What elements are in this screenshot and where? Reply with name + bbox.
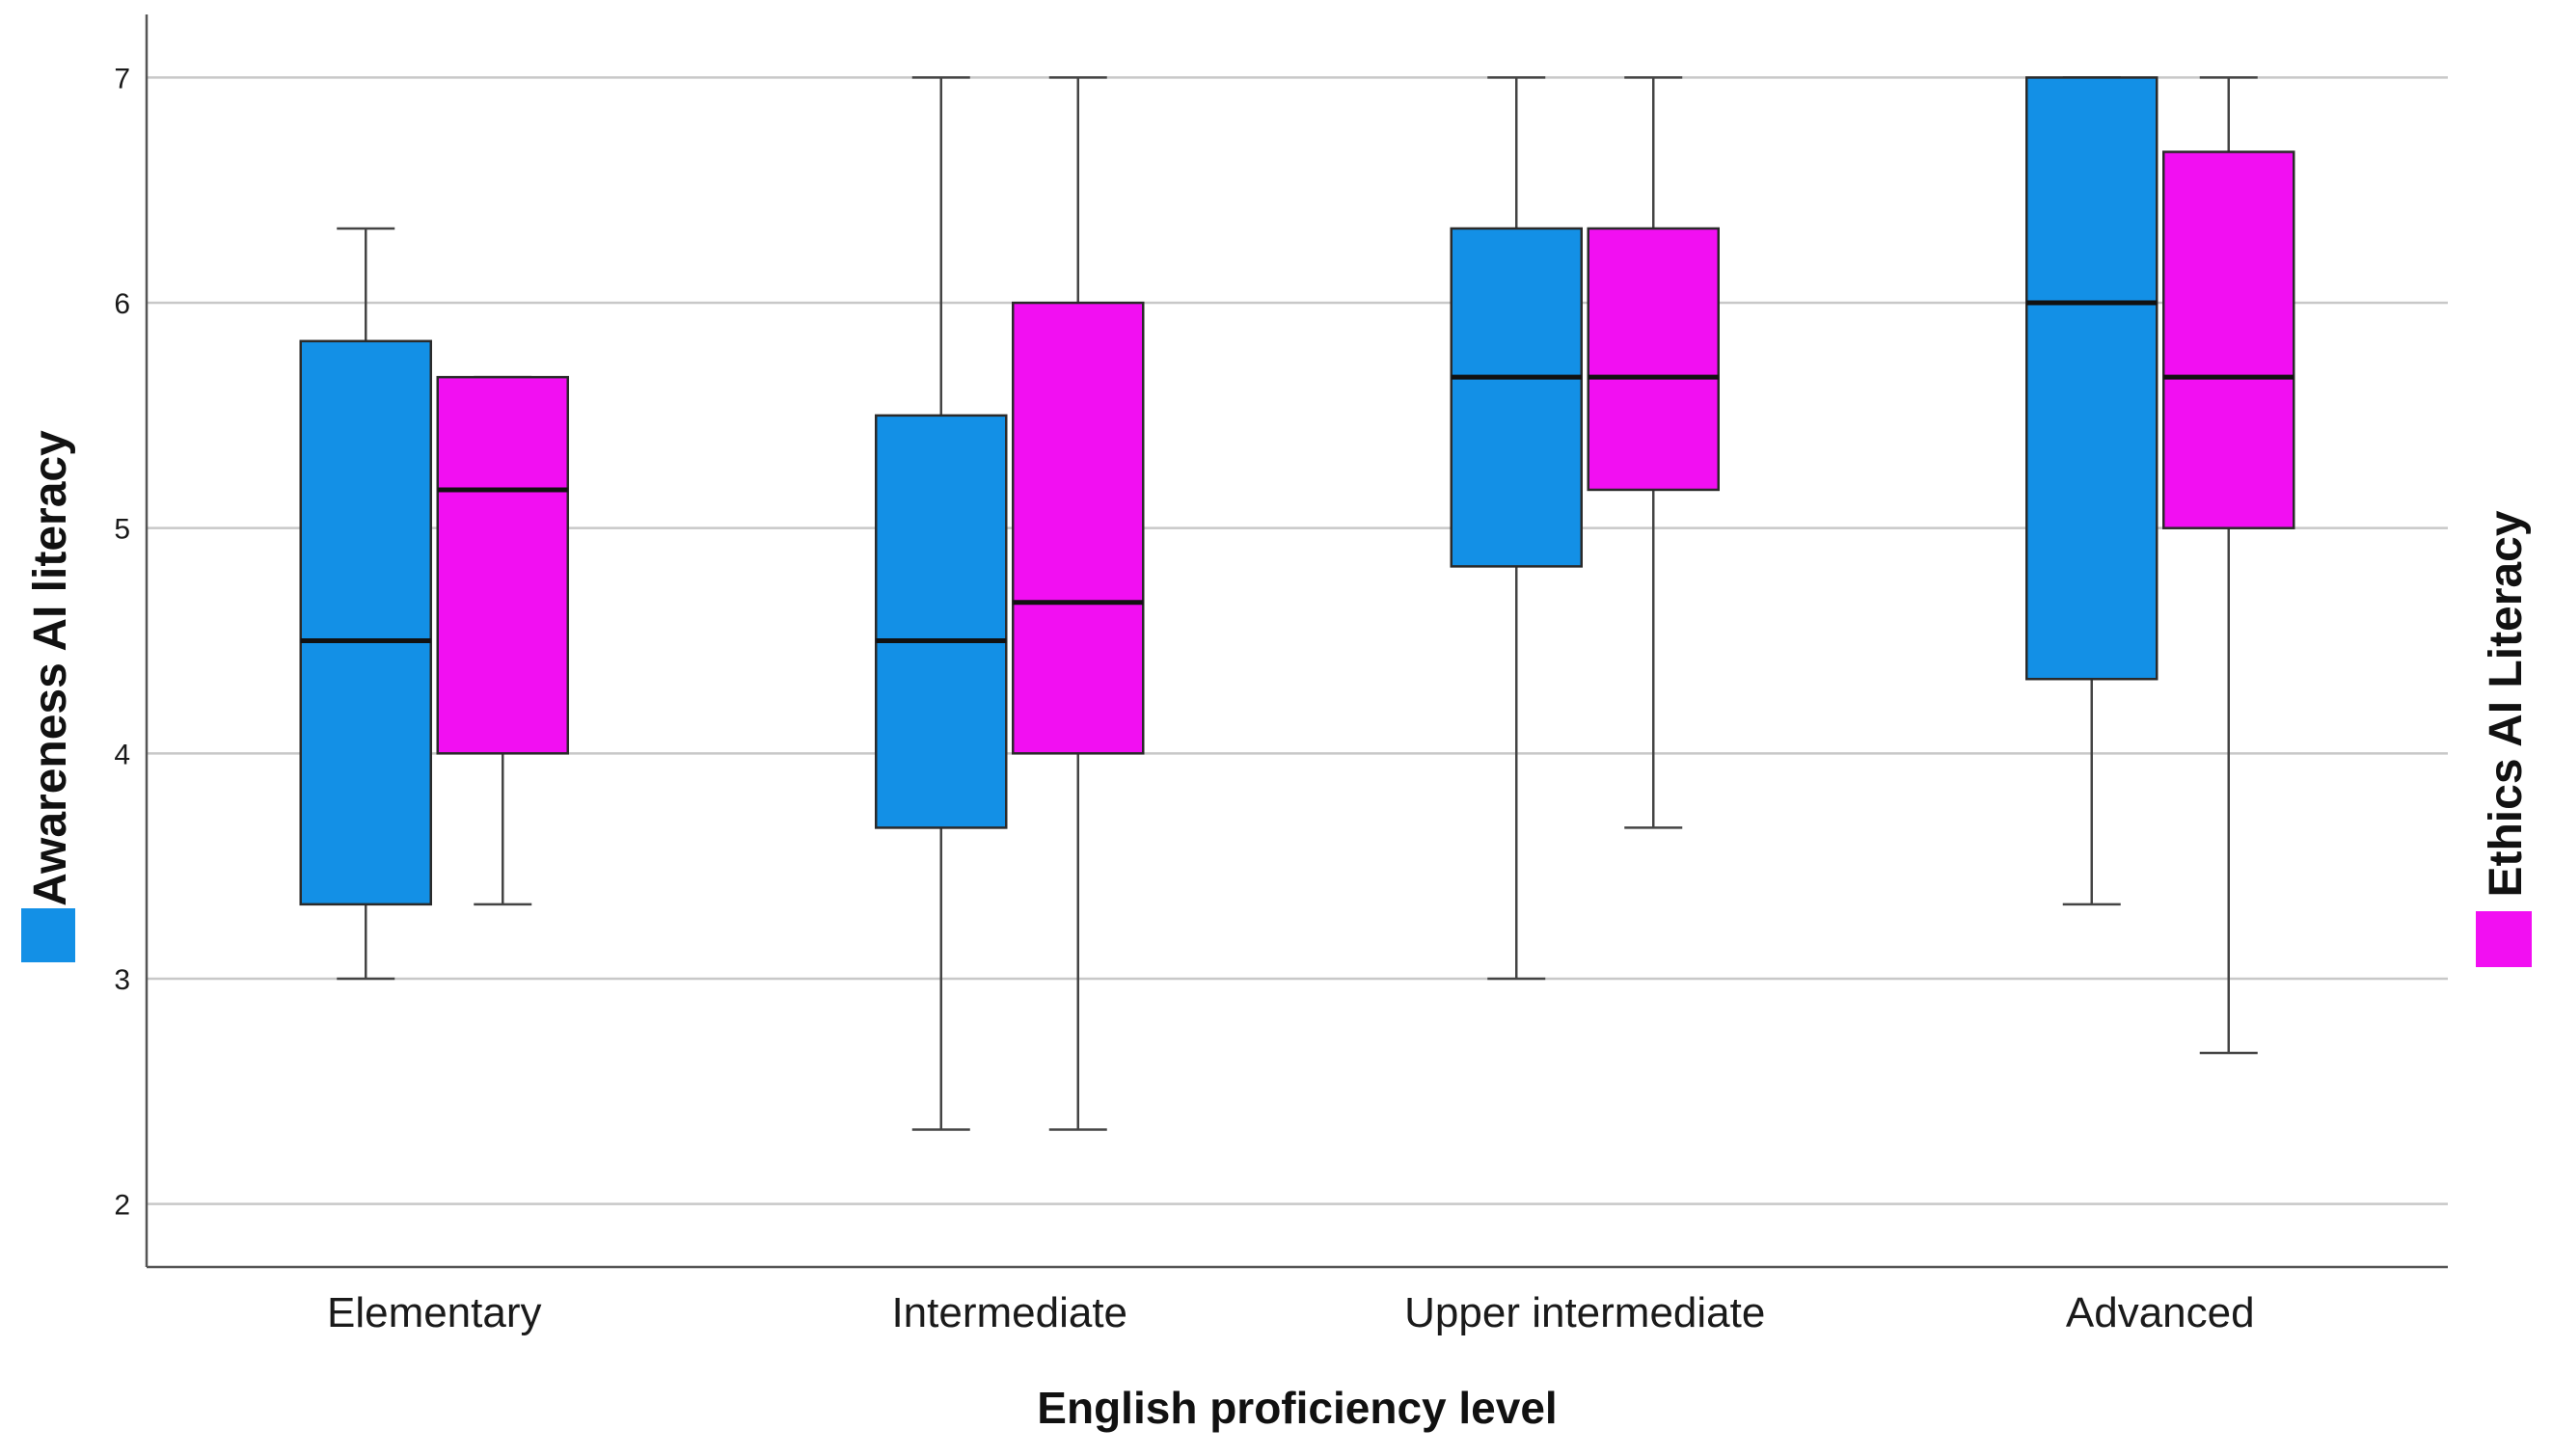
box-series — [299, 76, 2295, 1131]
y-tick-label-3: 3 — [114, 964, 130, 996]
iqr-box — [436, 375, 569, 755]
iqr-box — [875, 414, 1008, 829]
box-ethics-elementary — [436, 375, 569, 906]
y-axis-title-left: Awareness AI literacy — [25, 430, 76, 906]
x-axis-title: English proficiency level — [1037, 1383, 1557, 1433]
y-tick-label-6: 6 — [114, 288, 130, 320]
y-tick-label-7: 7 — [114, 63, 130, 94]
box-awareness-upper-intermediate — [1450, 76, 1583, 981]
x-category-label-advanced: Advanced — [2066, 1289, 2255, 1336]
y-axis-title-right: Ethics AI Literacy — [2481, 510, 2532, 897]
y-tick-label-4: 4 — [114, 739, 130, 770]
box-awareness-elementary — [299, 227, 432, 981]
iqr-box — [299, 339, 432, 906]
box-awareness-advanced — [2025, 76, 2158, 906]
y-tick-label-2: 2 — [114, 1190, 130, 1222]
y-tick-label-5: 5 — [114, 514, 130, 546]
iqr-box — [1450, 227, 1583, 568]
box-ethics-advanced — [2162, 76, 2295, 1055]
box-awareness-intermediate — [875, 76, 1008, 1131]
box-ethics-upper-intermediate — [1587, 76, 1720, 829]
legend-swatch-awareness — [21, 908, 75, 962]
x-axis-categories: Elementary Intermediate Upper intermediate… — [327, 1289, 2255, 1336]
x-category-label-intermediate: Intermediate — [891, 1289, 1127, 1336]
x-category-label-elementary: Elementary — [327, 1289, 542, 1336]
iqr-box — [1587, 227, 1720, 492]
iqr-box — [2025, 76, 2158, 681]
y-axis-ticks: 2 3 4 5 6 7 — [114, 63, 130, 1221]
legend-swatch-ethics — [2476, 911, 2532, 967]
x-category-label-upper-intermediate: Upper intermediate — [1404, 1289, 1765, 1336]
box-ethics-intermediate — [1012, 76, 1145, 1131]
iqr-box — [2162, 150, 2295, 529]
iqr-box — [1012, 301, 1145, 755]
